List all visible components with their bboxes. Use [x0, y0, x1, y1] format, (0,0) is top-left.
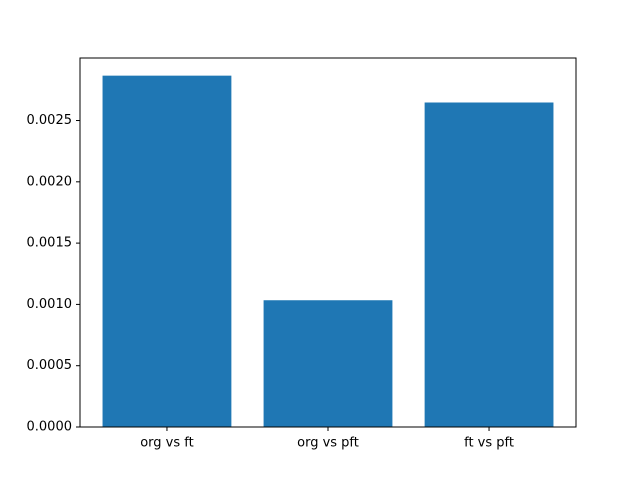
y-tick-label: 0.0015: [27, 236, 73, 251]
x-tick-label: org vs pft: [297, 436, 359, 451]
x-tick-label: ft vs pft: [464, 436, 514, 451]
bar: [424, 102, 554, 427]
y-tick-label: 0.0020: [27, 174, 73, 189]
y-tick-label: 0.0025: [27, 113, 73, 128]
x-tick-label: org vs ft: [140, 436, 194, 451]
y-tick-label: 0.0000: [27, 420, 73, 435]
y-tick-label: 0.0005: [27, 358, 73, 373]
bar: [102, 75, 232, 428]
y-tick-label: 0.0010: [27, 297, 73, 312]
bar: [263, 300, 393, 427]
